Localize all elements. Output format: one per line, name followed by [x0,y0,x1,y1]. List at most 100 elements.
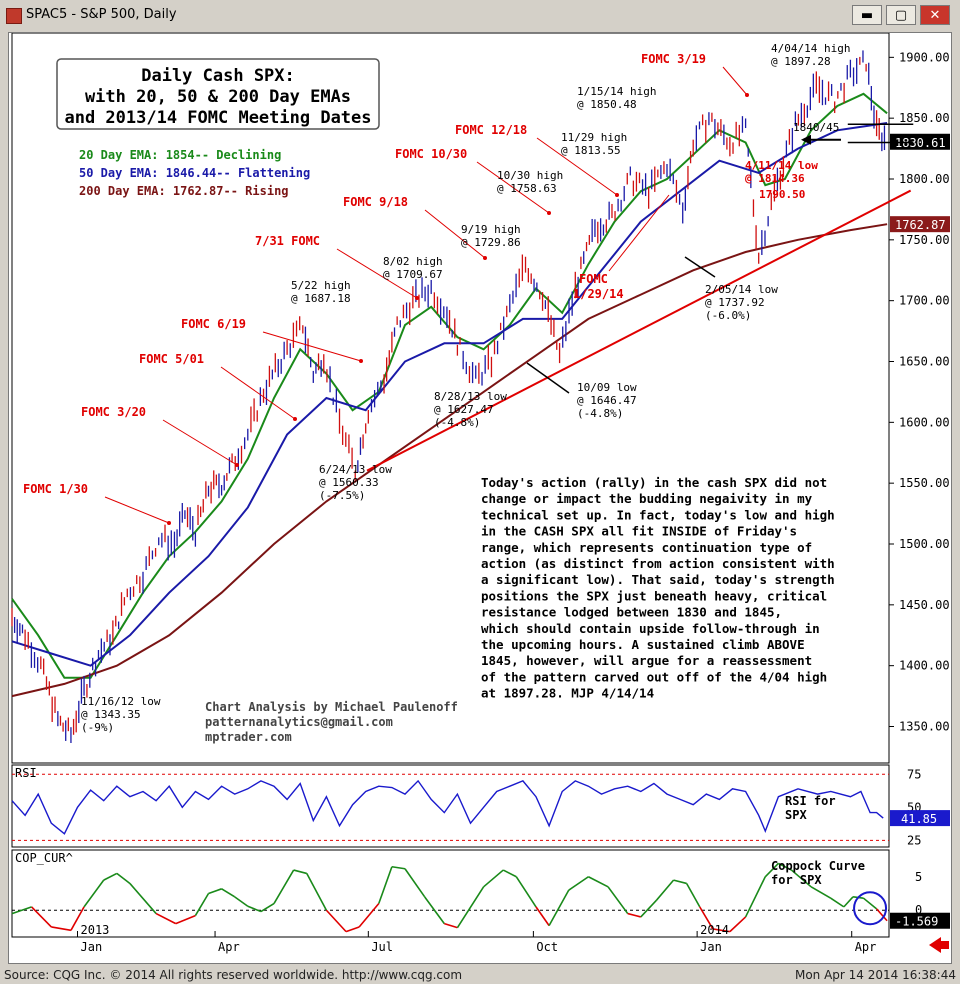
coppock-segment [607,886,629,915]
commentary-line: a significant low). That said, today's s… [481,572,835,587]
price-marker-label: 1830.61 [895,136,946,150]
month-tick-label: Jul [371,940,393,954]
coppock-segment [456,886,485,929]
minimize-button[interactable]: ▬ [852,5,882,25]
coppock-segment [548,889,570,927]
coppock-segment [194,893,210,916]
coppock-segment [764,862,779,878]
title-bar: SPAC5 - S&P 500, Daily ▬ ▢ ✕ [0,0,960,32]
chart-annotation: @ 1813.55 [561,144,621,157]
fomc-arrow [536,137,618,196]
title-box [56,58,380,130]
chart-annotation: @ 1737.92 [705,296,765,309]
coppock-segment [345,926,360,933]
annotation-pointer [526,362,570,394]
coppock-segment [234,896,249,907]
chart-annotation: @ 1646.47 [577,394,637,407]
coppock-segment [777,862,792,871]
chart-title-line: with 20, 50 & 200 Day EMAs [85,87,351,107]
coppock-segment [306,873,328,911]
coppock-segment [744,876,766,918]
chart-annotation: 4/04/14 high [771,42,850,55]
coppock-segment [588,876,609,888]
fomc-arrow [162,419,238,466]
commentary-line: 1845, however, will argue for a reassess… [481,653,812,668]
coppock-segment [404,868,426,898]
coppock-segment [208,888,222,895]
commentary-line: technical set up. In fact, today's low a… [481,507,835,522]
price-tick-label: 1650.00 [899,355,950,369]
price-tick-label: 1800.00 [899,172,950,186]
fomc-label: FOMC 6/19 [181,317,246,331]
month-tick-label: Apr [855,940,877,954]
coppock-segment [273,869,295,904]
coppock-segment [129,882,157,915]
coppock-segment [31,906,52,928]
coppock-segment [51,926,72,932]
chart-annotation: @ 1758.63 [497,182,557,195]
fomc-arrow-tip [235,463,239,467]
coppock-segment [378,866,393,904]
chart-annotation: 8/02 high [383,255,443,268]
coppock-segment [515,876,537,908]
maximize-button[interactable]: ▢ [886,5,916,25]
coppock-segment [325,909,347,933]
month-tick-label: Jan [700,940,722,954]
footer: Source: CQG Inc. © 2014 All rights reser… [0,966,960,984]
commentary-line: action (as distinct from action consiste… [481,556,835,571]
rsi-panel-label: RSI [15,766,37,780]
ema-line [11,92,888,679]
fomc-arrow [424,209,486,259]
coppock-segment [483,869,504,888]
commentary-line: which should contain upside follow-throu… [481,621,820,636]
price-arrow-head [801,134,811,145]
price-tick-label: 1750.00 [899,233,950,247]
chart-annotation: @ 1729.86 [461,236,521,249]
coppock-tick-label: 5 [915,870,922,884]
coppock-segment [116,872,131,885]
chart-annotation: 10/09 low [577,381,637,394]
coppock-segment [568,876,589,891]
coppock-caption: for SPX [771,873,822,887]
coppock-segment [155,912,177,925]
price-tick-label: 1700.00 [899,294,950,308]
chart-annotation: @ 1709.67 [383,268,443,281]
price-tick-label: 1900.00 [899,50,950,64]
coppock-segment [673,879,687,885]
commentary-line: of the pattern carved out off of the 4/0… [481,669,827,684]
chart-title-line: Daily Cash SPX: [141,66,295,86]
price-marker-box [890,216,950,233]
commentary-line: range, which represents continuation typ… [481,540,812,555]
coppock-segment [175,914,196,925]
coppock-segment [830,897,845,908]
coppock-panel [11,849,890,938]
coppock-segment [391,865,406,870]
coppock-segment [103,872,118,881]
fomc-label: FOMC 5/01 [139,352,204,366]
rsi-tick-label: 75 [907,767,921,781]
commentary-line: resistance lodged between 1830 and 1845, [481,605,782,620]
fomc-arrow-tip [359,359,363,363]
close-button[interactable]: ✕ [920,5,950,25]
fomc-arrow [262,331,362,362]
ema-line [11,122,888,667]
month-tick-label: Apr [218,940,240,954]
window-title: SPAC5 - S&P 500, Daily [26,7,177,22]
chart-title-line: and 2013/14 FOMC Meeting Dates [64,108,371,128]
chart-annotation: 1840/45 [793,121,839,134]
fomc-arrow [608,194,670,272]
chart-annotation: @ 1850.48 [577,98,637,111]
month-tick-label: Oct [536,940,558,954]
year-tick-label: 2013 [81,923,110,937]
coppock-tick-label: 0 [915,903,922,917]
year-tick-label: 2014 [700,923,729,937]
fomc-label: FOMC [579,272,608,286]
coppock-segment [640,899,658,918]
coppock-segment [83,879,105,908]
price-tick-label: 1400.00 [899,659,950,673]
fomc-arrow [336,248,418,299]
fomc-arrow-tip [483,256,487,260]
coppock-segment [70,906,85,931]
coppock-segment [502,869,517,878]
fomc-label: FOMC 3/20 [81,405,146,419]
